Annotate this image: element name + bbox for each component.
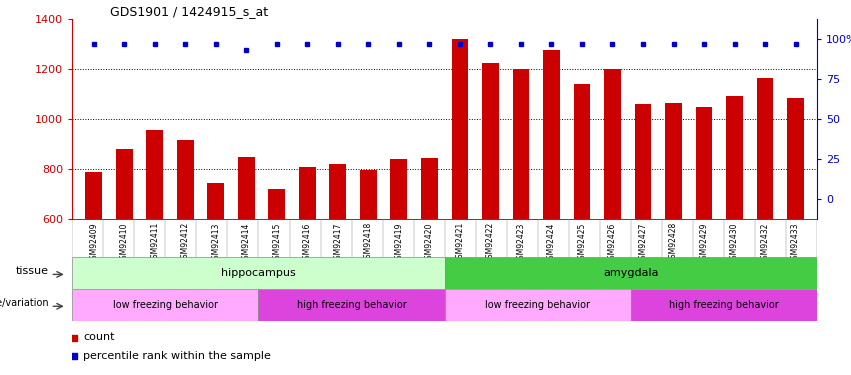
Bar bbox=[72, 257, 444, 289]
Bar bbox=[268, 189, 285, 219]
Text: percentile rank within the sample: percentile rank within the sample bbox=[83, 351, 271, 361]
Bar bbox=[665, 103, 682, 219]
Text: count: count bbox=[83, 333, 115, 342]
Bar bbox=[452, 39, 468, 219]
Bar bbox=[208, 183, 224, 219]
Bar bbox=[512, 69, 529, 219]
Text: genotype/variation: genotype/variation bbox=[0, 298, 49, 308]
Bar bbox=[146, 130, 163, 219]
Bar bbox=[604, 69, 621, 219]
Text: low freezing behavior: low freezing behavior bbox=[113, 300, 218, 310]
Text: high freezing behavior: high freezing behavior bbox=[669, 300, 779, 310]
Bar bbox=[787, 98, 804, 219]
Bar bbox=[360, 170, 377, 219]
Bar bbox=[259, 289, 444, 321]
Text: low freezing behavior: low freezing behavior bbox=[485, 300, 591, 310]
Bar bbox=[299, 167, 316, 219]
Bar bbox=[444, 289, 631, 321]
Text: GDS1901 / 1424915_s_at: GDS1901 / 1424915_s_at bbox=[110, 4, 268, 18]
Bar bbox=[72, 289, 259, 321]
Bar bbox=[635, 104, 651, 219]
Bar bbox=[757, 78, 774, 219]
Bar bbox=[726, 96, 743, 219]
Bar bbox=[543, 50, 560, 219]
Bar bbox=[391, 159, 408, 219]
Bar bbox=[482, 63, 499, 219]
Bar bbox=[444, 257, 817, 289]
Bar bbox=[695, 107, 712, 219]
Bar bbox=[574, 84, 591, 219]
Text: tissue: tissue bbox=[16, 266, 49, 276]
Text: amygdala: amygdala bbox=[603, 268, 659, 278]
Bar bbox=[177, 140, 194, 219]
Text: hippocampus: hippocampus bbox=[221, 268, 296, 278]
Bar bbox=[116, 149, 133, 219]
Text: high freezing behavior: high freezing behavior bbox=[297, 300, 407, 310]
Bar bbox=[85, 172, 102, 219]
Bar bbox=[238, 157, 254, 219]
Bar bbox=[631, 289, 817, 321]
Bar bbox=[329, 164, 346, 219]
Bar bbox=[421, 158, 437, 219]
